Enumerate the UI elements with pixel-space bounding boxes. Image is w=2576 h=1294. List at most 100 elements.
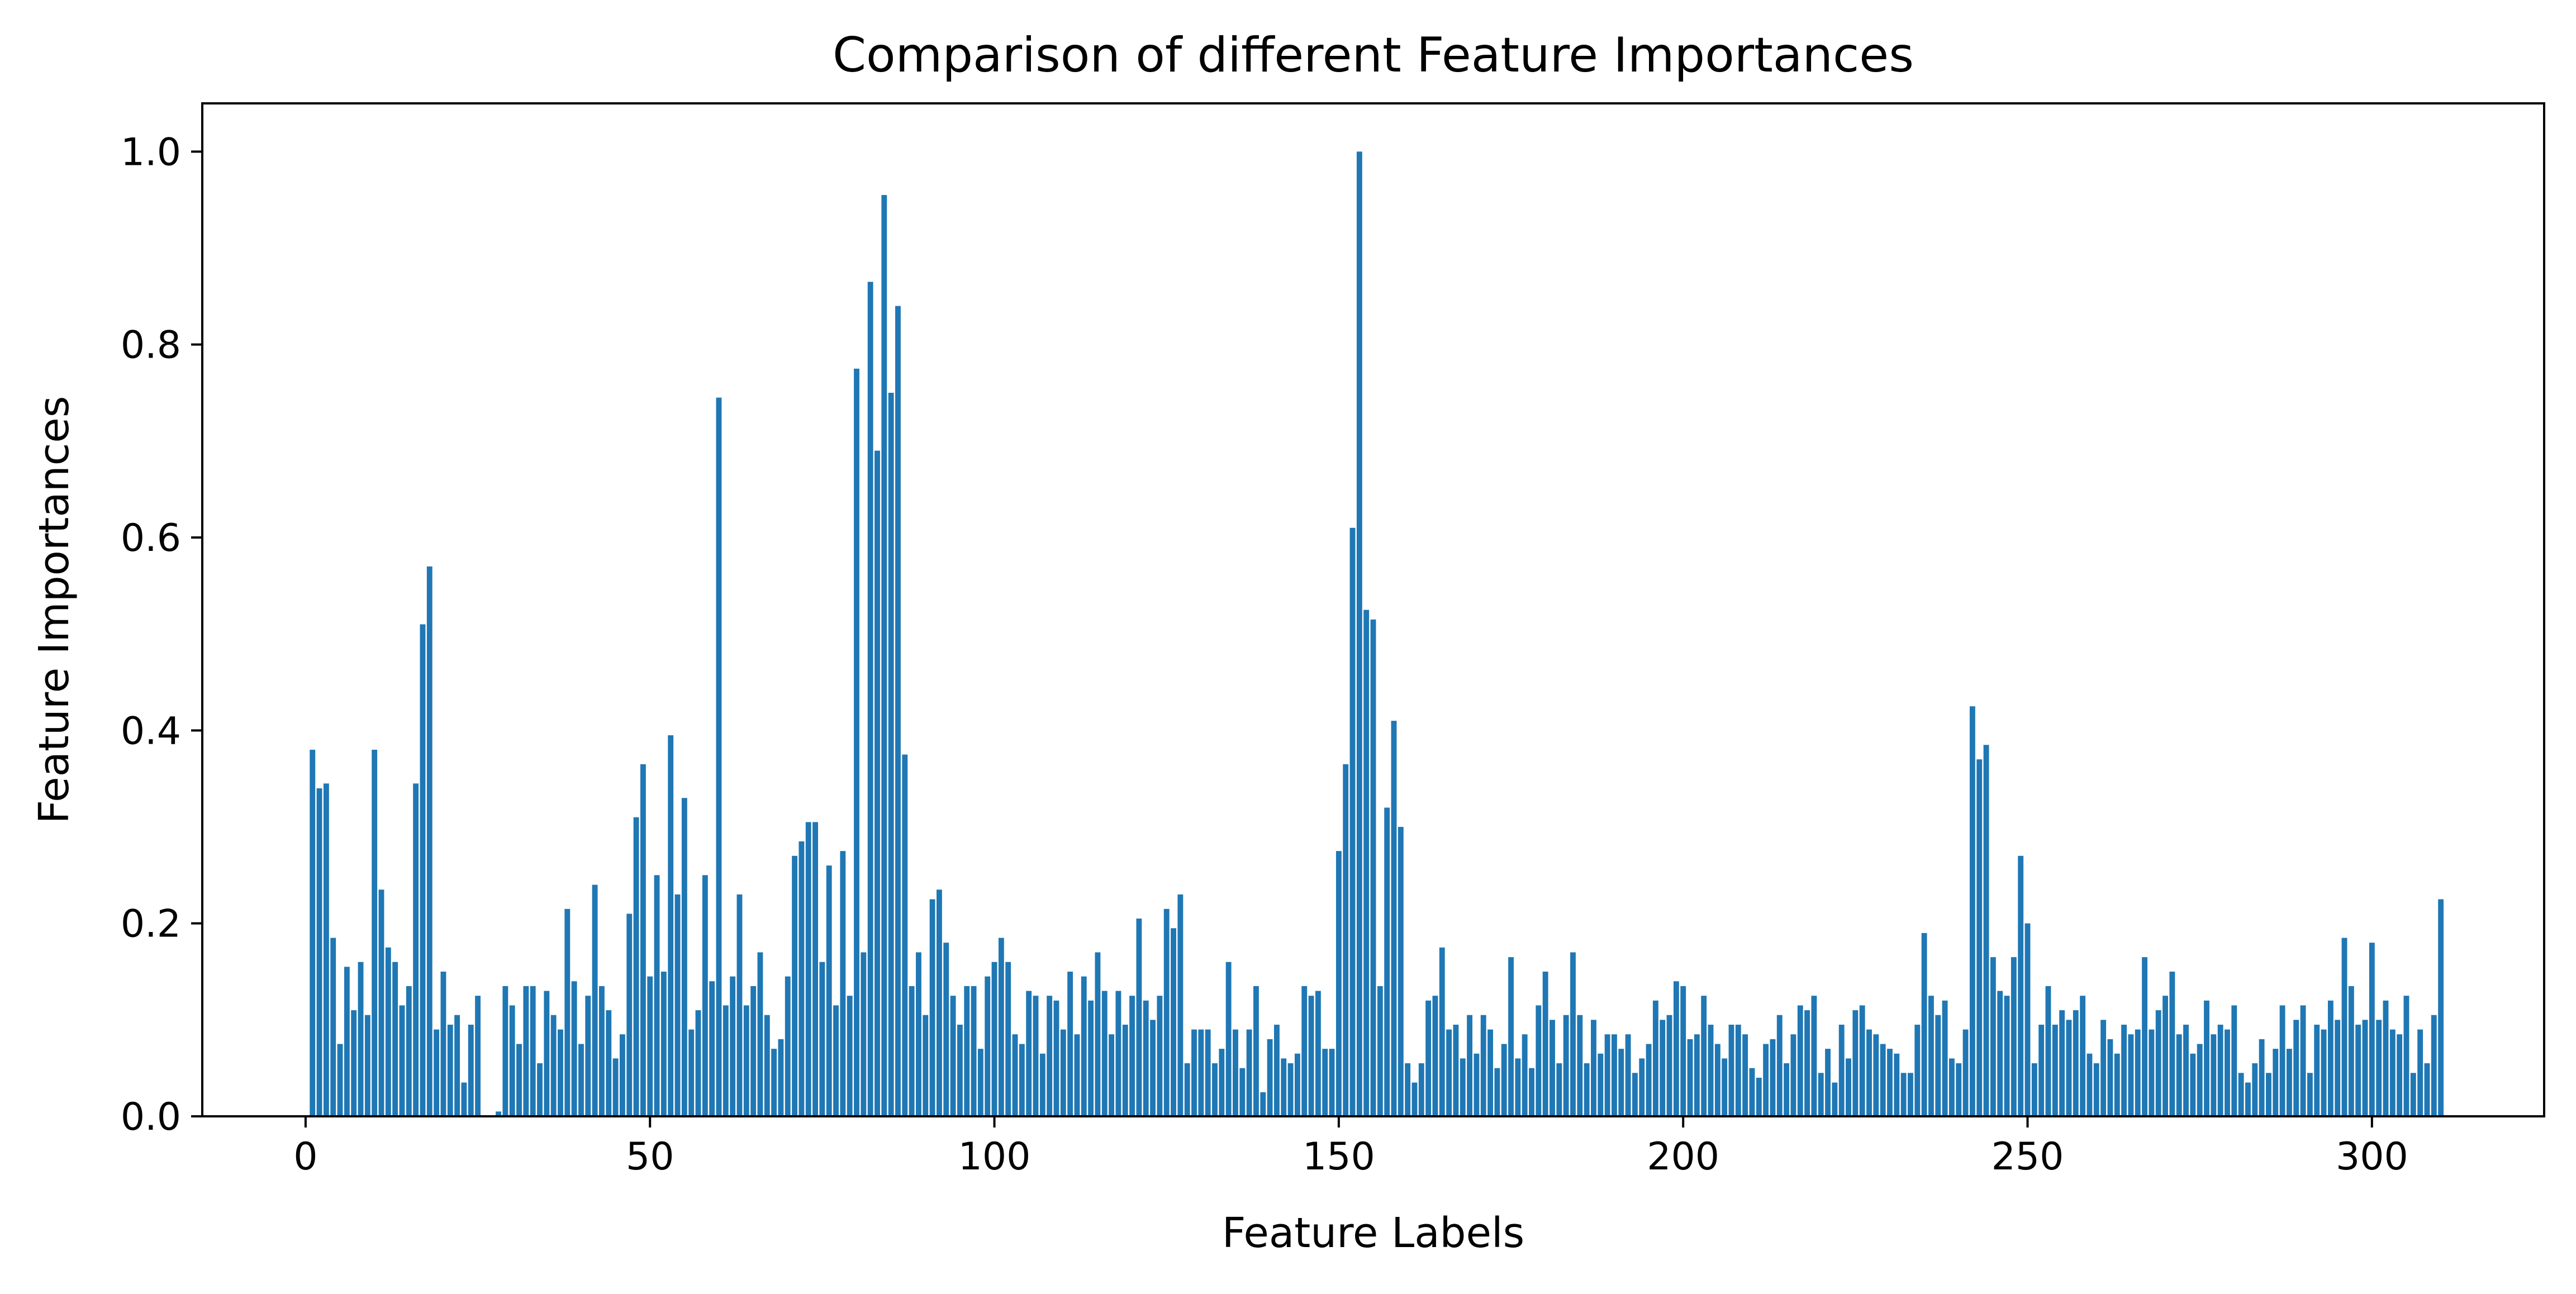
bar (2059, 1010, 2065, 1116)
bar (1763, 1044, 1769, 1116)
bar (392, 962, 398, 1116)
bar (826, 865, 832, 1116)
bar (1625, 1034, 1631, 1116)
x-tick-label: 50 (626, 1135, 674, 1179)
bar (1225, 962, 1232, 1116)
bar (1198, 1029, 1204, 1116)
bar (674, 894, 681, 1116)
bar (1157, 996, 1163, 1116)
bar (2107, 1039, 2113, 1116)
bar (1942, 1000, 1948, 1116)
bar (1136, 919, 1142, 1116)
bar (2245, 1082, 2251, 1116)
bar (2004, 996, 2010, 1116)
bar (998, 938, 1004, 1116)
bar (1480, 1015, 1486, 1116)
bar (1756, 1077, 1762, 1116)
bar (867, 282, 873, 1117)
bar (778, 1039, 784, 1116)
bar (2403, 996, 2409, 1116)
x-axis-label: Feature Labels (1222, 1209, 1524, 1257)
bar (640, 764, 646, 1116)
bar (909, 986, 915, 1116)
y-tick-label: 0.6 (121, 516, 181, 560)
bar (799, 841, 805, 1116)
bar (1508, 957, 1514, 1116)
bar (1914, 1024, 1921, 1116)
bar (1728, 1024, 1734, 1116)
bar (1343, 764, 1349, 1116)
bar (1550, 1020, 1555, 1116)
bar (1363, 610, 1370, 1116)
bar (330, 938, 336, 1116)
bar (1253, 986, 1259, 1116)
bar (1908, 1073, 1913, 1116)
bar (1680, 986, 1686, 1116)
bar (840, 851, 846, 1116)
bar (757, 952, 763, 1116)
bar (2389, 1029, 2396, 1116)
bar (985, 976, 991, 1116)
bar (681, 798, 687, 1116)
bar (1349, 527, 1356, 1116)
bar (599, 986, 605, 1116)
bar (1894, 1053, 1900, 1116)
bar (1584, 1063, 1590, 1116)
bar (1281, 1058, 1287, 1116)
bar (2135, 1029, 2141, 1116)
bar (2155, 1010, 2161, 1116)
bar (819, 962, 825, 1116)
bar (1708, 1024, 1714, 1116)
bar (730, 976, 736, 1116)
bar (1047, 996, 1053, 1116)
bar (1088, 1000, 1094, 1116)
bar (1962, 1029, 1969, 1116)
bar (1335, 851, 1342, 1116)
bar (1081, 976, 1087, 1116)
bar (2031, 1063, 2037, 1116)
bar (743, 1005, 749, 1116)
bar (1171, 928, 1176, 1116)
bar (550, 1015, 557, 1116)
bar (1666, 1015, 1672, 1116)
bar (937, 889, 942, 1116)
bar (1598, 1053, 1604, 1116)
bar (454, 1015, 460, 1116)
bar (1067, 972, 1073, 1116)
bar (1928, 996, 1934, 1116)
bar (1033, 996, 1039, 1116)
x-tick-label: 100 (958, 1135, 1031, 1179)
bar (2273, 1049, 2279, 1116)
bar (943, 943, 949, 1116)
bar (854, 368, 859, 1116)
bar (2307, 1073, 2313, 1116)
bar (2128, 1034, 2134, 1116)
bar (654, 875, 660, 1116)
bar (2204, 1000, 2209, 1116)
bar (750, 986, 757, 1116)
bar (537, 1063, 543, 1116)
bar (1612, 1034, 1617, 1116)
bar (2038, 1024, 2045, 1116)
bars-layer (310, 151, 2444, 1117)
bar (1900, 1073, 1907, 1116)
bar (2369, 943, 2375, 1116)
bar (2300, 1005, 2306, 1116)
bar (496, 1111, 501, 1116)
bar (606, 1010, 612, 1116)
bar (702, 875, 708, 1116)
bar (1859, 1005, 1865, 1116)
bar (1652, 1000, 1658, 1116)
bar (612, 1058, 619, 1116)
bar (2018, 855, 2024, 1116)
bar (1356, 151, 1362, 1117)
bar (2100, 1020, 2107, 1116)
bar (358, 962, 364, 1116)
bar (1219, 1049, 1225, 1116)
bar (1260, 1092, 1266, 1116)
bar (571, 981, 577, 1116)
bar (1301, 986, 1308, 1116)
bar (1604, 1034, 1610, 1116)
bar (337, 1044, 343, 1116)
ticks-layer: 0 50 100 150 200 250 300 0.0 0.2 0.4 0.6 0.8 1.0 (121, 130, 2408, 1179)
